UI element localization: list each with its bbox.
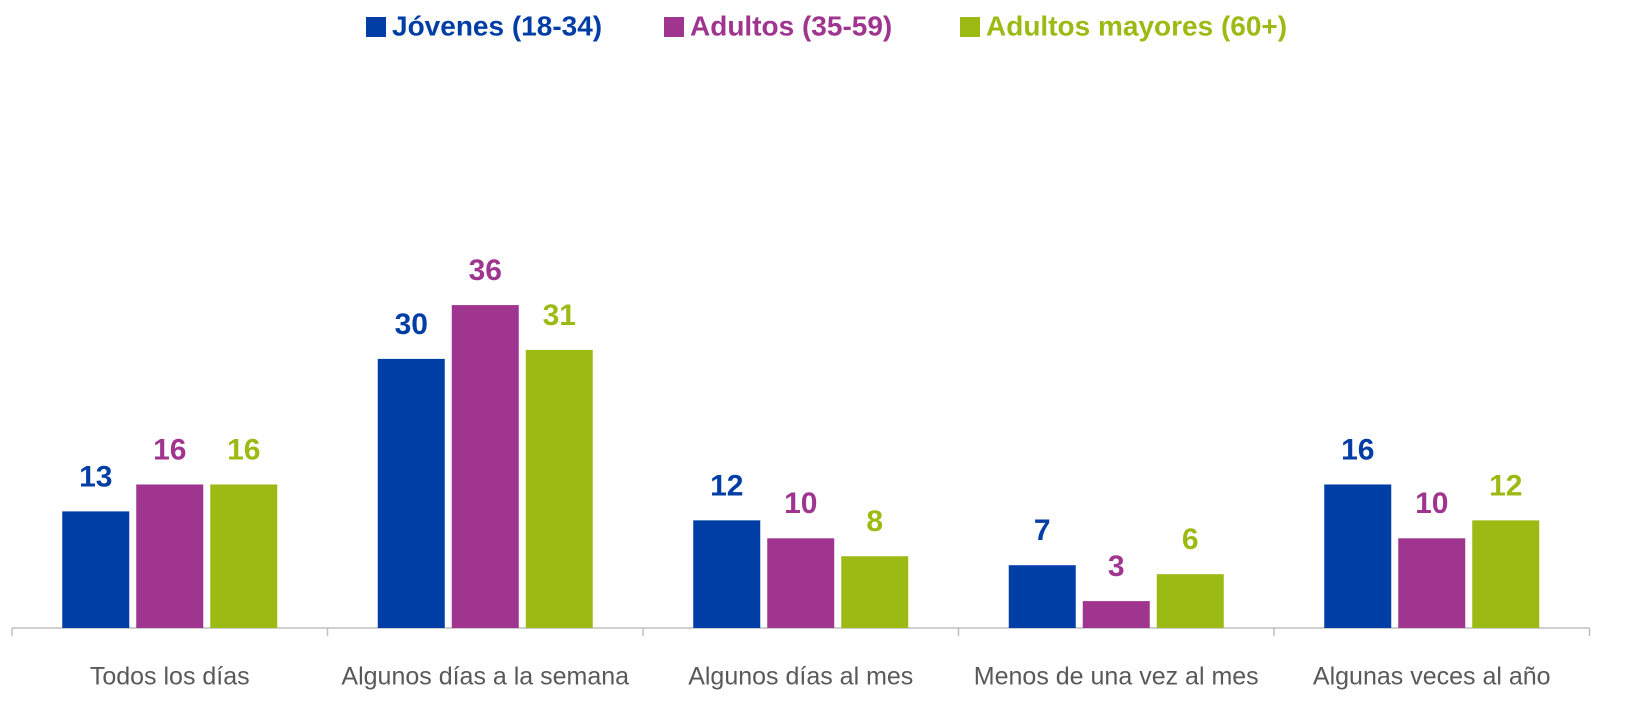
bar [767, 538, 835, 628]
value-label: 12 [1489, 469, 1522, 502]
value-label: 16 [153, 433, 186, 466]
value-label: 10 [784, 487, 817, 520]
value-label: 30 [395, 308, 428, 341]
legend-swatch [664, 17, 684, 37]
value-label: 7 [1034, 514, 1051, 547]
bar [1156, 574, 1224, 628]
value-label: 12 [710, 469, 743, 502]
bar [1324, 484, 1392, 628]
value-label: 13 [79, 460, 112, 493]
bar [1082, 601, 1150, 628]
value-label: 16 [1341, 433, 1374, 466]
bar [136, 484, 204, 628]
bar [841, 556, 909, 628]
value-label: 3 [1108, 550, 1125, 583]
value-label: 8 [866, 505, 883, 538]
x-tick-label: Algunos días al mes [688, 663, 913, 691]
bar [451, 305, 519, 628]
value-label: 31 [543, 299, 576, 332]
value-label: 10 [1415, 487, 1448, 520]
value-label: 6 [1182, 523, 1199, 556]
bar [62, 511, 130, 628]
bar [1398, 538, 1466, 628]
legend-swatch [960, 17, 980, 37]
legend-label: Adultos mayores (60+) [986, 10, 1287, 41]
x-tick-label: Algunas veces al año [1313, 663, 1551, 691]
legend-label: Jóvenes (18-34) [392, 10, 602, 41]
bar [1008, 565, 1076, 628]
legend-swatch [366, 17, 386, 37]
legend-label: Adultos (35-59) [690, 10, 892, 41]
bar [693, 520, 761, 628]
bar [525, 349, 593, 628]
x-tick-label: Menos de una vez al mes [974, 663, 1259, 691]
bar [377, 358, 445, 628]
bar [210, 484, 278, 628]
x-tick-label: Todos los días [90, 663, 250, 691]
value-label: 36 [469, 254, 502, 287]
value-label: 16 [227, 433, 260, 466]
x-tick-label: Algunos días a la semana [341, 663, 629, 691]
bar [1472, 520, 1540, 628]
